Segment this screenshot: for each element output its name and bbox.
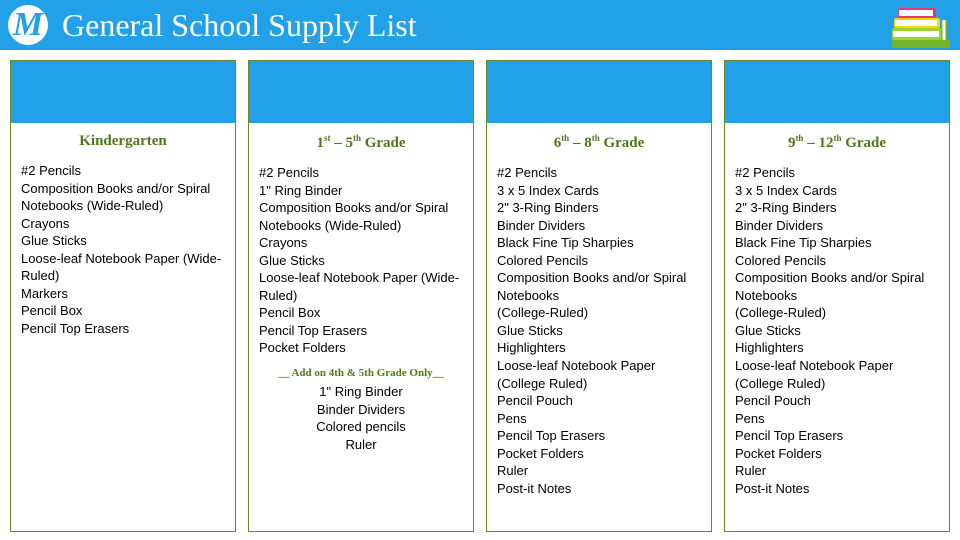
column-1: 1st – 5th Grade#2 Pencils1" Ring BinderC…: [248, 60, 474, 532]
grade-title: 6th – 8th Grade: [497, 133, 701, 152]
list-item: Pocket Folders: [259, 339, 463, 357]
column-band: [249, 61, 473, 123]
list-item: Crayons: [21, 215, 225, 233]
grade-title: Kindergarten: [21, 133, 225, 150]
column-band: [487, 61, 711, 123]
list-item: Loose-leaf Notebook Paper (College Ruled…: [497, 357, 701, 392]
list-item: Pencil Box: [259, 304, 463, 322]
grade-title: 9th – 12th Grade: [735, 133, 939, 152]
list-item: Glue Sticks: [497, 322, 701, 340]
book-upright-stripe1: [941, 20, 943, 40]
list-item: Post-it Notes: [497, 480, 701, 498]
list-item: Binder Dividers: [259, 401, 463, 419]
grade-title: 1st – 5th Grade: [259, 133, 463, 152]
list-item: 2" 3-Ring Binders: [497, 199, 701, 217]
list-item: Composition Books and/or Spiral Notebook…: [21, 180, 225, 215]
list-item: Pencil Pouch: [497, 392, 701, 410]
column-body: 1st – 5th Grade#2 Pencils1" Ring BinderC…: [249, 123, 473, 531]
list-item: #2 Pencils: [735, 164, 939, 182]
list-item: Markers: [21, 285, 225, 303]
list-item: Black Fine Tip Sharpies: [735, 234, 939, 252]
list-item: Pencil Top Erasers: [21, 320, 225, 338]
list-item: Pencil Top Erasers: [259, 322, 463, 340]
logo-glyph: M: [13, 8, 43, 42]
list-item: Ruler: [259, 436, 463, 454]
list-item: Glue Sticks: [735, 322, 939, 340]
book-3-page: [893, 31, 939, 37]
list-item: Black Fine Tip Sharpies: [497, 234, 701, 252]
addon-title: __ Add on 4th & 5th Grade Only__: [259, 367, 463, 379]
list-item: Highlighters: [735, 339, 939, 357]
book-upright-stripe2: [946, 20, 948, 40]
column-2: 6th – 8th Grade #2 Pencils3 x 5 Index Car…: [486, 60, 712, 532]
list-item: Colored pencils: [259, 418, 463, 436]
books-icon: [892, 4, 950, 48]
list-item: #2 Pencils: [21, 162, 225, 180]
items-list: #2 Pencils3 x 5 Index Cards2" 3-Ring Bin…: [497, 164, 701, 497]
list-item: 1" Ring Binder: [259, 182, 463, 200]
list-item: Binder Dividers: [735, 217, 939, 235]
list-item: Highlighters: [497, 339, 701, 357]
items-list: #2 Pencils1" Ring BinderComposition Book…: [259, 164, 463, 357]
list-item: #2 Pencils: [497, 164, 701, 182]
list-item: Pens: [735, 410, 939, 428]
book-1-page: [899, 10, 933, 16]
list-item: 3 x 5 Index Cards: [735, 182, 939, 200]
list-item: Ruler: [735, 462, 939, 480]
book-2-page: [895, 20, 937, 26]
list-item: Ruler: [497, 462, 701, 480]
column-3: 9th – 12th Grade #2 Pencils3 x 5 Index Ca…: [724, 60, 950, 532]
list-item: Composition Books and/or Spiral Notebook…: [735, 269, 939, 304]
list-item: Colored Pencils: [735, 252, 939, 270]
list-item: Pocket Folders: [497, 445, 701, 463]
items-list: #2 Pencils3 x 5 Index Cards2" 3-Ring Bin…: [735, 164, 939, 497]
list-item: Composition Books and/or Spiral Notebook…: [497, 269, 701, 304]
logo-circle: M: [8, 5, 48, 45]
columns-container: Kindergarten#2 PencilsComposition Books …: [0, 50, 960, 532]
column-body: Kindergarten #2 PencilsComposition Books …: [11, 123, 235, 531]
items-list: #2 PencilsComposition Books and/or Spira…: [21, 162, 225, 337]
list-item: Pencil Top Erasers: [735, 427, 939, 445]
list-item: Colored Pencils: [497, 252, 701, 270]
list-item: Pencil Box: [21, 302, 225, 320]
list-item: Pencil Pouch: [735, 392, 939, 410]
list-item: Composition Books and/or Spiral Notebook…: [259, 199, 463, 234]
list-item: Glue Sticks: [259, 252, 463, 270]
list-item: (College-Ruled): [735, 304, 939, 322]
list-item: Glue Sticks: [21, 232, 225, 250]
column-band: [11, 61, 235, 123]
column-body: 6th – 8th Grade #2 Pencils3 x 5 Index Car…: [487, 123, 711, 531]
list-item: Loose-leaf Notebook Paper (Wide-Ruled): [21, 250, 225, 285]
list-item: 2" 3-Ring Binders: [735, 199, 939, 217]
list-item: (College-Ruled): [497, 304, 701, 322]
page-title: General School Supply List: [62, 7, 417, 44]
column-body: 9th – 12th Grade #2 Pencils3 x 5 Index Ca…: [725, 123, 949, 531]
list-item: Binder Dividers: [497, 217, 701, 235]
list-item: 1" Ring Binder: [259, 383, 463, 401]
list-item: Post-it Notes: [735, 480, 939, 498]
list-item: Pocket Folders: [735, 445, 939, 463]
list-item: Loose-leaf Notebook Paper (College Ruled…: [735, 357, 939, 392]
shelf: [892, 40, 950, 48]
addon-list: 1" Ring BinderBinder DividersColored pen…: [259, 383, 463, 453]
list-item: Loose-leaf Notebook Paper (Wide-Ruled): [259, 269, 463, 304]
list-item: #2 Pencils: [259, 164, 463, 182]
list-item: Pens: [497, 410, 701, 428]
list-item: 3 x 5 Index Cards: [497, 182, 701, 200]
list-item: Crayons: [259, 234, 463, 252]
column-band: [725, 61, 949, 123]
column-0: Kindergarten #2 PencilsComposition Books …: [10, 60, 236, 532]
list-item: Pencil Top Erasers: [497, 427, 701, 445]
page-header: M General School Supply List: [0, 0, 960, 50]
